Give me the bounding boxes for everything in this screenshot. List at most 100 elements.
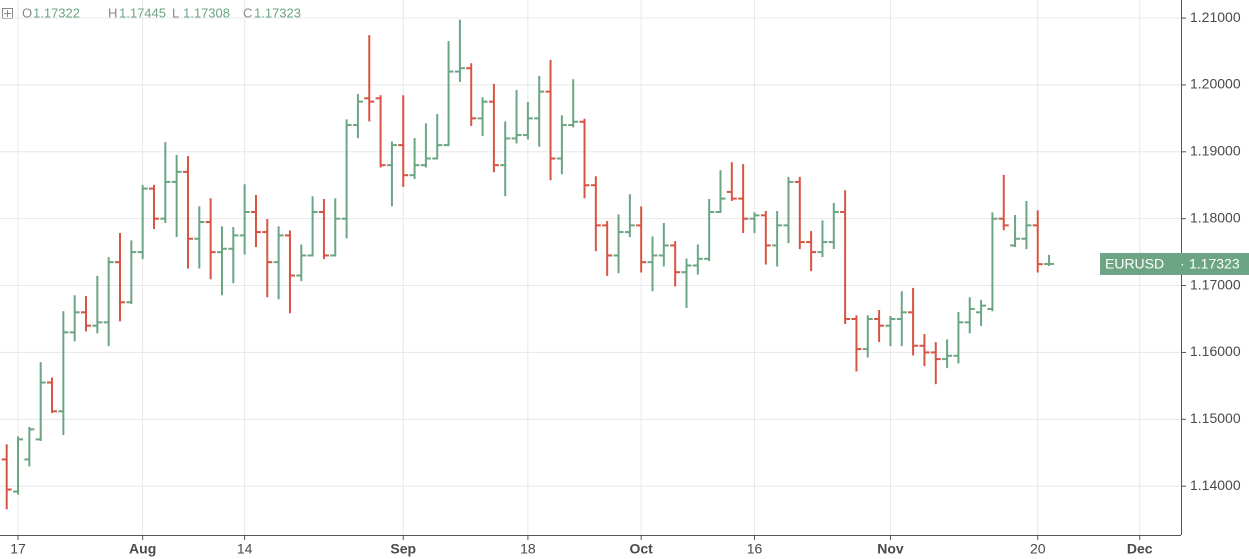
y-tick-label: 1.17000	[1190, 276, 1241, 292]
legend-value: 1.17308	[183, 5, 230, 20]
ohlc-bar	[692, 244, 703, 275]
ohlc-bar	[81, 295, 92, 332]
x-tick-label: Oct	[630, 541, 654, 557]
ohlc-bar	[171, 154, 182, 238]
ohlc-bar	[330, 198, 341, 257]
ohlc-bar	[885, 315, 896, 347]
ohlc-bar	[454, 19, 465, 82]
ohlc-bar	[568, 79, 579, 128]
x-tick-label: Nov	[877, 541, 904, 557]
ohlc-bar	[182, 156, 193, 269]
ohlc-bar	[409, 138, 420, 179]
ohlc-bar	[534, 75, 545, 147]
ohlc-bar	[1021, 200, 1032, 250]
last-price: 1.17323	[1189, 256, 1240, 272]
y-tick-label: 1.14000	[1190, 477, 1241, 493]
ohlc-bar	[579, 118, 590, 199]
x-tick-label: Aug	[129, 541, 156, 557]
ohlc-bar	[738, 164, 749, 234]
ohlc-bar	[953, 311, 964, 364]
ohlc-bar	[160, 142, 171, 224]
ohlc-bar	[760, 210, 771, 265]
ohlc-bar	[817, 220, 828, 258]
ohlc-bar	[375, 95, 386, 168]
ohlc-bar	[420, 123, 431, 168]
x-tick-label: 14	[237, 541, 253, 557]
ohlc-bar	[115, 233, 125, 322]
ohlc-bar	[942, 339, 953, 369]
ohlc-bar	[726, 162, 737, 201]
legend-value: 1.17445	[119, 5, 166, 20]
ohlc-bar	[262, 219, 273, 298]
y-tick-label: 1.15000	[1190, 410, 1241, 426]
ohlc-bar	[58, 311, 69, 436]
ohlc-bar	[964, 297, 975, 334]
y-tick-label: 1.18000	[1190, 209, 1241, 225]
ohlc-bar	[715, 170, 726, 213]
legend-key: C	[243, 5, 252, 20]
ohlc-bar	[398, 95, 409, 187]
ohlc-bar	[318, 198, 329, 260]
ohlc-bar	[670, 241, 681, 287]
ohlc-bar	[613, 214, 624, 274]
ohlc-bar	[69, 295, 80, 342]
ohlc-bar	[998, 174, 1009, 231]
y-tick-label: 1.19000	[1190, 143, 1241, 159]
ohlc-bar	[250, 194, 261, 248]
y-tick-label: 1.20000	[1190, 76, 1241, 92]
x-tick-label: 16	[747, 541, 763, 557]
ohlc-bar	[47, 377, 58, 413]
ohlc-bar	[704, 198, 715, 262]
ohlc-bar	[273, 226, 284, 300]
ohlc-bar	[92, 275, 103, 334]
ohlc-bar	[1032, 210, 1043, 273]
ohlc-bar	[137, 184, 148, 260]
ohlc-bar	[511, 89, 522, 144]
ohlc-bar	[307, 196, 318, 257]
ohlc-bar	[590, 176, 601, 252]
ohlc-bar	[228, 227, 239, 284]
ohlc-bar	[794, 176, 805, 250]
ohlc-bar	[919, 334, 930, 367]
x-tick-label: 20	[1030, 541, 1046, 557]
y-tick-label: 1.16000	[1190, 343, 1241, 359]
y-tick-label: 1.21000	[1190, 9, 1241, 25]
ohlc-bar	[602, 221, 613, 276]
ohlc-bar	[806, 231, 817, 272]
price-badge	[1100, 252, 1249, 275]
ohlc-bar	[862, 315, 873, 358]
ohlc-bar	[545, 59, 556, 181]
legend-key: L	[172, 5, 179, 20]
ohlc-bar	[1044, 254, 1055, 266]
legend-icon	[2, 8, 13, 19]
ohlc-bar	[284, 230, 295, 314]
ohlc-bar	[239, 184, 250, 255]
ohlc-bar	[432, 114, 443, 160]
ohlc-bar	[522, 101, 533, 140]
ohlc-bar	[35, 362, 46, 442]
ohlc-bar	[488, 83, 499, 173]
ohlc-bar	[624, 194, 635, 238]
ohlc-bar	[783, 176, 794, 244]
ohlc-bar	[874, 309, 885, 343]
ohlc-bar	[24, 427, 35, 467]
ohlc-bar	[341, 119, 352, 239]
ohlc-bar	[205, 198, 216, 280]
ohlc-bar	[636, 206, 647, 273]
ohlc-bar	[647, 236, 658, 292]
x-tick-label: Sep	[390, 541, 416, 557]
ohlc-bar	[1, 444, 12, 510]
ohlc-bar	[386, 141, 397, 207]
x-tick-label: 18	[520, 541, 536, 557]
ohlc-bar	[194, 206, 205, 269]
ohlc-bar	[13, 436, 24, 495]
ohlc-bar	[556, 115, 567, 175]
ohlc-bar	[443, 41, 454, 147]
badge-separator: ·	[1180, 256, 1185, 272]
symbol-label: EURUSD	[1105, 256, 1164, 272]
ohlc-bar	[987, 212, 998, 312]
legend-value: 1.17322	[33, 5, 80, 20]
ohlc-bar	[216, 226, 227, 296]
